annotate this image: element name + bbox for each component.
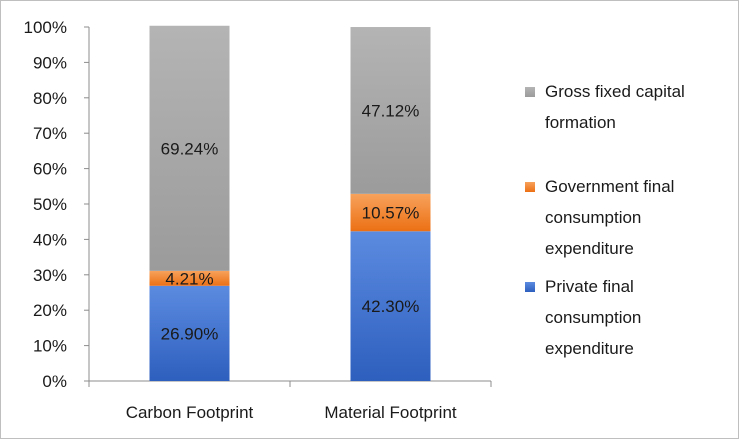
y-tick-label: 80% [33,89,67,108]
legend-label: expenditure [545,239,634,258]
axes: 0% 10% 20% 30% 40% 50% 60% 70% 80% 90% 100% Carbon … [24,18,492,422]
legend: Gross fixed capital formation Government f… [525,82,685,358]
x-category-label: Material Footprint [324,403,457,422]
y-tick-label: 90% [33,53,67,72]
y-tick-label: 30% [33,266,67,285]
bar-segment-capital [350,27,431,194]
y-tick-label: 10% [33,337,67,356]
legend-swatch [525,182,535,192]
data-label: 47.12% [362,101,420,120]
legend-label: Gross fixed capital [545,82,685,101]
bars [149,25,431,381]
data-label: 4.21% [165,269,213,288]
bar-segment-private [149,285,230,381]
legend-entry-private: Private final consumption expenditure [525,277,641,358]
legend-label: Government final [545,177,674,196]
data-label: 69.24% [161,139,219,158]
y-tick-label: 100% [24,18,67,37]
legend-entry-government: Government final consumption expenditure [525,177,674,258]
legend-label: Private final [545,277,634,296]
y-tick-label: 60% [33,160,67,179]
y-tick-label: 0% [42,372,67,391]
legend-label: formation [545,113,616,132]
bar-segment-government [149,270,230,286]
legend-label: consumption [545,308,641,327]
bar-segment-government [350,193,431,232]
legend-entry-capital: Gross fixed capital formation [525,82,685,132]
y-tick-label: 50% [33,195,67,214]
bar-segment-capital [149,25,230,271]
legend-swatch [525,282,535,292]
data-label: 42.30% [362,297,420,316]
data-label: 26.90% [161,324,219,343]
y-tick-label: 40% [33,230,67,249]
legend-label: consumption [545,208,641,227]
data-labels: 26.90% 4.21% 69.24% 42.30% 10.57% 47.12% [161,101,420,343]
data-label: 10.57% [362,204,420,223]
y-tick-label: 70% [33,124,67,143]
x-category-label: Carbon Footprint [126,403,254,422]
legend-label: expenditure [545,339,634,358]
legend-swatch [525,87,535,97]
bar-segment-private [350,231,431,381]
y-tick-label: 20% [33,301,67,320]
